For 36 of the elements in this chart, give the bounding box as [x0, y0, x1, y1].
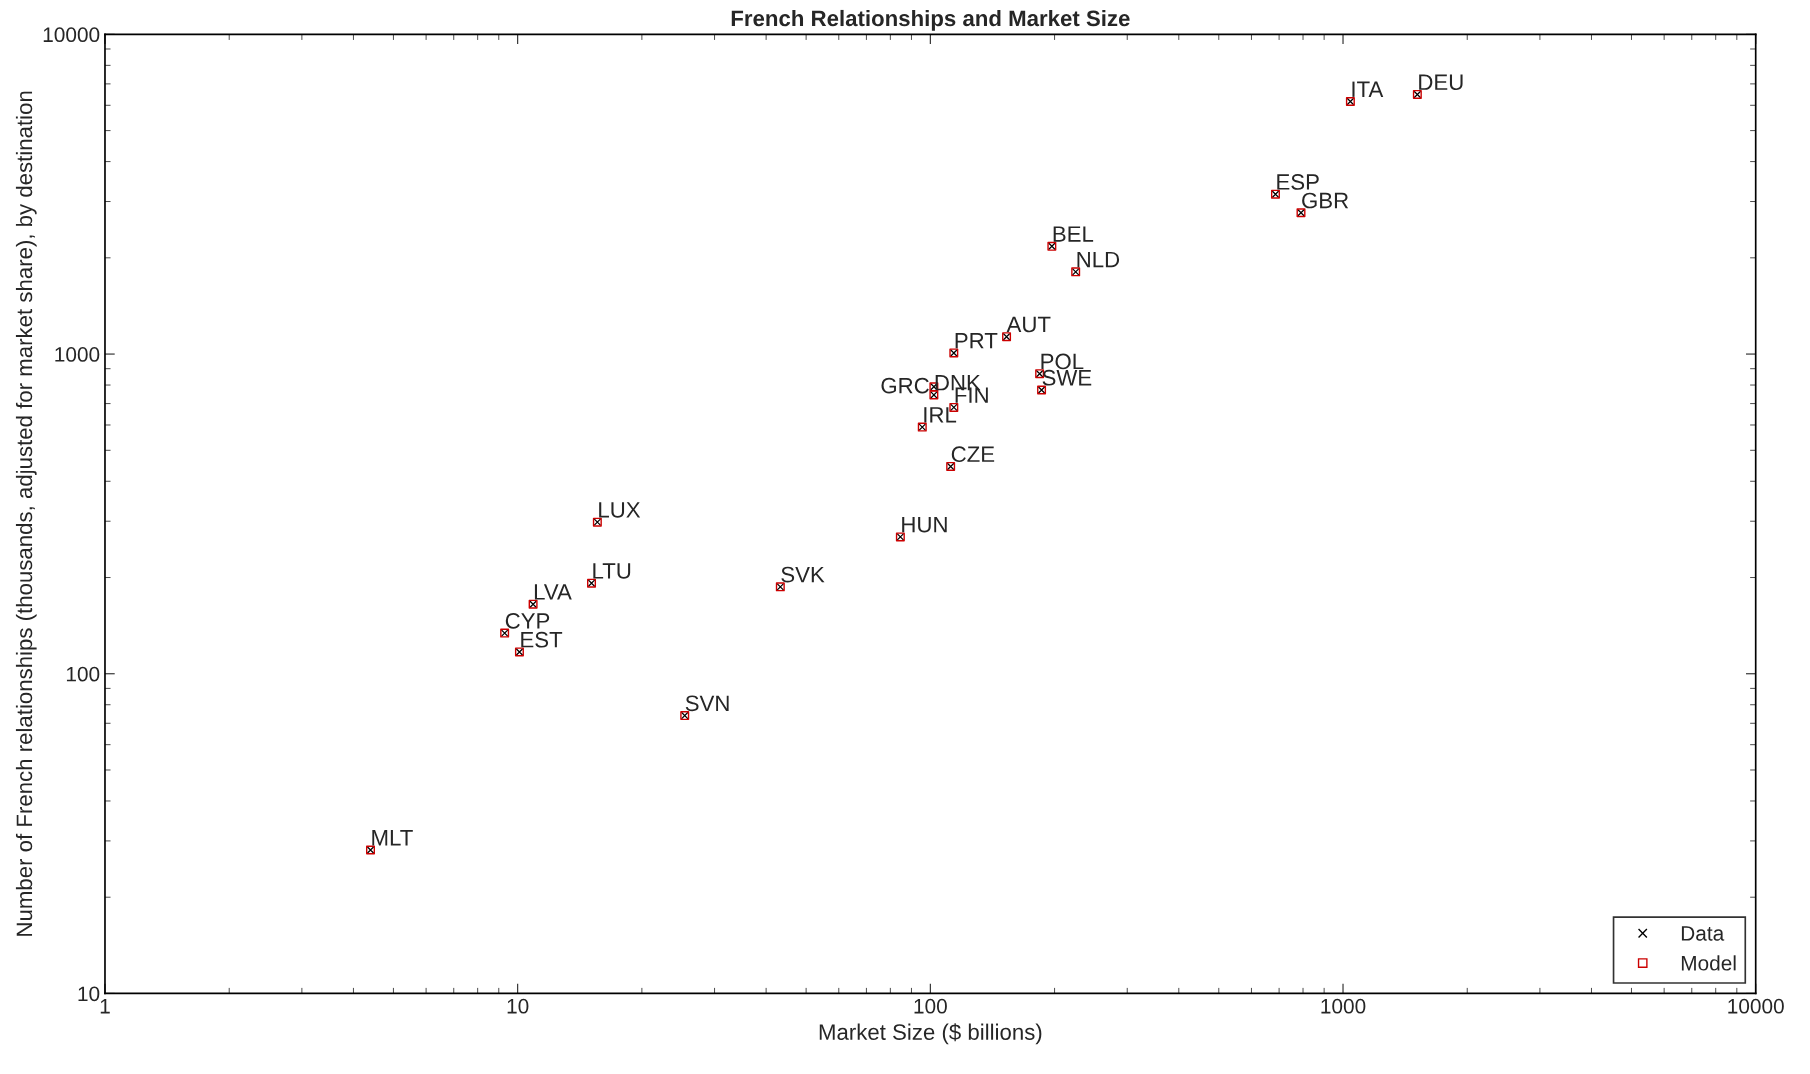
annotation: CYP: [505, 612, 550, 629]
annotation: GBR: [1302, 192, 1349, 209]
y-axis-title: Number of French relationships (thousands, adjusted for market share), by destination: [15, 91, 37, 936]
annotation: SVK: [781, 566, 825, 583]
annotation: SWE: [1042, 369, 1092, 386]
annotation: DEU: [1419, 74, 1463, 91]
legend-label: Data: [1681, 926, 1725, 941]
annotation: POL: [1041, 353, 1084, 370]
x-tick-label: 10000: [1728, 998, 1784, 1014]
annotation: AUT: [1006, 316, 1051, 333]
x-tick-label: 1: [100, 999, 110, 1014]
annotation: LUX: [599, 502, 641, 518]
annotation: MLT: [372, 830, 413, 846]
y-tick-label: 100: [66, 666, 100, 682]
annotation: ITA: [1352, 81, 1384, 97]
annotation: EST: [521, 631, 563, 648]
annotation: IRL: [924, 407, 957, 423]
annotation: ESP: [1277, 174, 1319, 190]
legend-label: Model: [1681, 955, 1736, 971]
x-tick-label: 10: [507, 998, 529, 1014]
annotation: HUN: [902, 516, 947, 533]
x-tick-label: 100: [914, 998, 947, 1014]
chart-title: French Relationships and Market Size: [731, 9, 1130, 31]
annotation: NLD: [1077, 251, 1120, 268]
y-tick-label: 10000: [43, 27, 100, 43]
annotation: PRT: [955, 333, 998, 349]
annotation: SVN: [685, 695, 729, 712]
x-axis-title: Market Size ($ billions): [819, 1023, 1042, 1045]
annotation: LTU: [593, 563, 631, 579]
annotation: CZE: [951, 446, 995, 463]
y-tick-label: 10: [78, 986, 100, 1002]
annotation: LVA: [534, 584, 572, 600]
annotation: BEL: [1053, 226, 1094, 242]
x-tick-label: 1000: [1321, 998, 1366, 1014]
y-tick-label: 1000: [55, 347, 100, 362]
annotation: GRC: [881, 377, 929, 394]
